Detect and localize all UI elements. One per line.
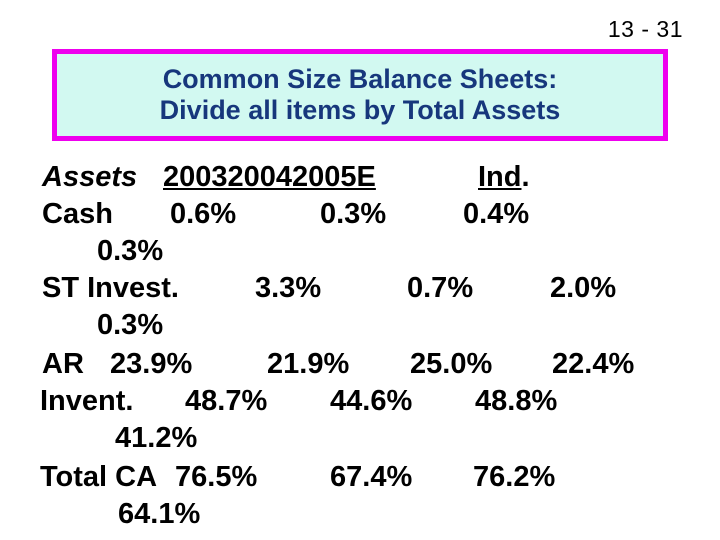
ar-label: AR [42, 348, 84, 380]
invent-value-ind: 41.2% [115, 422, 198, 454]
row-cash-overflow: 0.3% [0, 235, 720, 272]
row-st-invest-overflow: 0.3% [0, 309, 720, 346]
invent-value-2004: 44.6% [330, 385, 413, 417]
industry-header-period: . [521, 161, 530, 193]
row-invent: Invent. 48.7% 44.6% 48.8% [0, 385, 720, 422]
st-invest-label: ST Invest. [42, 272, 179, 304]
st-invest-value-ind: 0.3% [97, 309, 164, 341]
industry-header: Ind. [478, 161, 530, 194]
total-ca-value-2004: 67.4% [330, 461, 413, 493]
total-ca-value-ind: 64.1% [118, 498, 201, 530]
row-total-ca: Total CA 76.5% 67.4% 76.2% [0, 461, 720, 498]
industry-header-text: Ind [478, 161, 522, 193]
invent-value-2005e: 48.8% [475, 385, 558, 417]
cash-value-2005e: 0.4% [463, 198, 530, 230]
years-header: 200320042005E [163, 161, 376, 193]
slide-title-line-2: Divide all items by Total Assets [159, 95, 561, 125]
header-row: Assets 200320042005E Ind. [0, 161, 720, 198]
page-number: 13 - 31 [607, 16, 683, 42]
row-ar: AR 23.9% 21.9% 25.0% 22.4% [0, 348, 720, 385]
title-box: Common Size Balance Sheets: Divide all i… [52, 49, 668, 141]
slide-title-line-1: Common Size Balance Sheets: [162, 64, 558, 94]
ar-value-2004: 21.9% [267, 348, 350, 380]
st-invest-value-2005e: 2.0% [550, 272, 617, 304]
row-st-invest: ST Invest. 3.3% 0.7% 2.0% [0, 272, 720, 309]
ar-value-2003: 23.9% [110, 348, 193, 380]
invent-label: Invent. [40, 385, 134, 417]
ar-value-2005e: 25.0% [410, 348, 493, 380]
total-ca-value-2005e: 76.2% [473, 461, 556, 493]
cash-label: Cash [42, 198, 113, 230]
total-ca-value-2003: 76.5% [175, 461, 258, 493]
row-cash: Cash 0.6% 0.3% 0.4% [0, 198, 720, 235]
cash-value-2003: 0.6% [170, 198, 237, 230]
total-ca-label: Total CA [40, 461, 158, 493]
cash-value-2004: 0.3% [320, 198, 387, 230]
cash-value-ind: 0.3% [97, 235, 164, 267]
assets-header-label: Assets [42, 161, 138, 193]
row-total-ca-overflow: 64.1% [0, 498, 720, 535]
row-invent-overflow: 41.2% [0, 422, 720, 459]
invent-value-2003: 48.7% [185, 385, 268, 417]
st-invest-value-2003: 3.3% [255, 272, 322, 304]
st-invest-value-2004: 0.7% [407, 272, 474, 304]
ar-value-ind: 22.4% [552, 348, 635, 380]
